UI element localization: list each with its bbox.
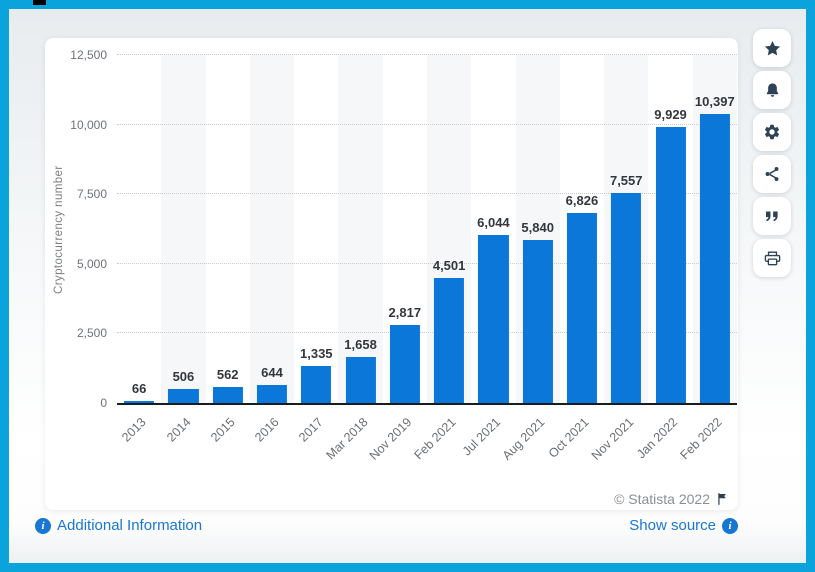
bar-value-label: 2,817 <box>388 304 422 320</box>
bar[interactable] <box>478 234 509 403</box>
bar[interactable] <box>389 324 420 403</box>
info-icon <box>722 517 738 534</box>
bar[interactable] <box>124 401 155 403</box>
show-source-label: Show source <box>629 517 716 534</box>
bar-column: 2,817 Nov 2019 <box>367 55 427 463</box>
bar-value-label: 6,826 <box>565 192 599 208</box>
bar-column: 1,335 2017 <box>294 55 338 445</box>
bar-column: 5,840 Aug 2021 <box>500 55 560 463</box>
plot-area: 66 2013 506 2014 562 2015 644 2016 1,335 2017 1,65… <box>70 48 737 463</box>
bar[interactable] <box>655 126 686 403</box>
share-icon <box>763 165 781 183</box>
bar-value-label: 9,929 <box>654 106 687 122</box>
bar[interactable] <box>168 388 199 403</box>
x-axis-label: 2015 <box>208 415 238 445</box>
chart-card: Cryptocurrency number 66 2013 506 2014 562 20… <box>45 38 738 510</box>
gridline <box>117 54 737 55</box>
bar-value-label: 10,397 <box>694 93 735 109</box>
quote-icon <box>763 207 781 225</box>
star-icon <box>763 39 782 58</box>
bar-column: 7,557 Nov 2021 <box>588 55 649 463</box>
bar[interactable] <box>256 385 288 403</box>
gridline <box>117 193 737 195</box>
top-edge-artifact <box>33 0 46 5</box>
bar-column: 66 2013 <box>117 55 161 445</box>
settings-button[interactable] <box>753 113 791 151</box>
bar[interactable] <box>212 387 243 403</box>
x-axis-label: 2017 <box>296 415 327 445</box>
widget-background: Cryptocurrency number 66 2013 506 2014 562 20… <box>9 9 806 563</box>
footer-links: Additional Information Show source <box>35 517 738 534</box>
x-axis-label: Nov 2019 <box>366 415 415 463</box>
bar[interactable] <box>434 277 465 403</box>
bar-column: 4,501 Feb 2021 <box>412 55 472 462</box>
gridline <box>117 332 737 334</box>
gridline <box>117 123 737 125</box>
cite-button[interactable] <box>753 197 791 235</box>
y-axis-tick-label: 12,500 <box>70 48 107 62</box>
x-axis-label: Aug 2021 <box>499 415 548 463</box>
bar[interactable] <box>566 212 598 403</box>
bar-value-label: 66 <box>131 381 147 397</box>
x-axis-label: 2016 <box>252 415 282 445</box>
bar-column: 6,044 Jul 2021 <box>460 55 515 459</box>
show-source-link[interactable]: Show source <box>629 517 738 534</box>
bar-column: 562 2015 <box>206 55 250 445</box>
x-axis-label: Feb 2022 <box>677 415 725 463</box>
bar-value-label: 644 <box>261 365 283 381</box>
bar-column: 506 2014 <box>161 55 206 445</box>
plot-columns: 66 2013 506 2014 562 2015 644 2016 1,335 2017 1,65… <box>117 55 737 463</box>
copyright-line: © Statista 2022 <box>614 491 731 507</box>
gridline <box>117 262 737 264</box>
bar[interactable] <box>611 192 642 403</box>
y-axis-tick-label: 2,500 <box>76 326 107 341</box>
bar[interactable] <box>345 356 376 403</box>
print-icon <box>763 249 782 268</box>
x-axis-label: Oct 2021 <box>546 415 592 461</box>
bar-column: 9,929 Jan 2022 <box>634 55 692 462</box>
x-axis-label: Mar 2018 <box>323 415 371 463</box>
bar[interactable] <box>699 113 730 403</box>
flag-icon <box>715 491 731 507</box>
bar[interactable] <box>522 240 553 403</box>
bar-column: 10,397 Feb 2022 <box>677 55 737 462</box>
additional-information-label: Additional Information <box>57 517 203 534</box>
gear-icon <box>763 123 781 141</box>
favorite-button[interactable] <box>753 29 791 67</box>
x-axis-label: 2014 <box>163 415 194 445</box>
copyright-text: © Statista 2022 <box>614 491 710 507</box>
print-button[interactable] <box>753 239 791 277</box>
y-axis-tick-label: 5,000 <box>76 256 107 271</box>
bar-value-label: 1,658 <box>344 336 377 352</box>
bar[interactable] <box>301 365 332 403</box>
alert-button[interactable] <box>753 71 791 109</box>
bar-value-label: 6,044 <box>477 214 510 230</box>
bar-column: 1,658 Mar 2018 <box>323 55 383 462</box>
x-axis-label: Nov 2021 <box>588 415 637 463</box>
x-axis-label: 2013 <box>119 415 150 445</box>
info-icon <box>35 517 51 534</box>
additional-information-link[interactable]: Additional Information <box>35 517 202 534</box>
y-axis-title: Cryptocurrency number <box>53 165 65 295</box>
bar-value-label: 1,335 <box>299 345 333 361</box>
bar-value-label: 7,557 <box>609 172 643 188</box>
bar-value-label: 506 <box>172 368 195 384</box>
y-axis-tick-label: 10,000 <box>70 117 107 132</box>
x-axis-label: Jul 2021 <box>459 415 504 459</box>
bar-column: 644 2016 <box>249 55 295 445</box>
bar-value-label: 5,840 <box>521 220 554 236</box>
y-axis-tick-label: 0 <box>100 396 107 410</box>
bar-value-label: 4,501 <box>432 257 466 273</box>
bar-value-label: 562 <box>216 367 239 383</box>
action-toolbar <box>753 29 791 281</box>
share-button[interactable] <box>753 155 791 193</box>
y-axis-tick-label: 7,500 <box>76 187 107 202</box>
bar-column: 6,826 Oct 2021 <box>546 55 604 461</box>
bell-icon <box>763 81 782 100</box>
x-axis-label: Feb 2021 <box>411 415 460 463</box>
x-axis-label: Jan 2022 <box>634 415 681 462</box>
